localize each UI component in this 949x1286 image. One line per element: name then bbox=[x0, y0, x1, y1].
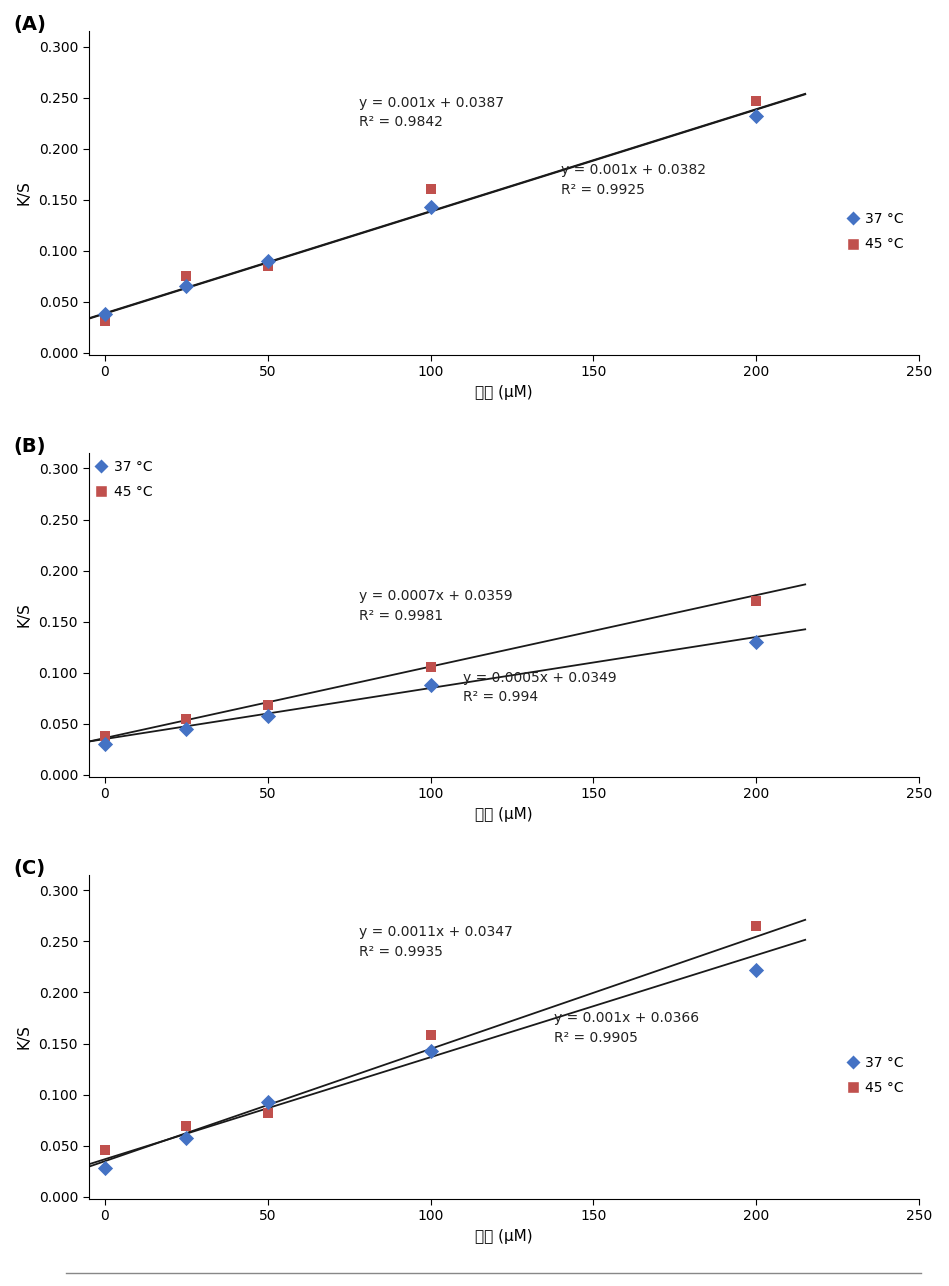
Text: y = 0.0011x + 0.0347: y = 0.0011x + 0.0347 bbox=[359, 926, 512, 939]
Text: R² = 0.9842: R² = 0.9842 bbox=[359, 116, 443, 129]
Point bbox=[423, 1040, 438, 1061]
Point bbox=[178, 1116, 194, 1137]
Point bbox=[178, 276, 194, 297]
Point bbox=[423, 197, 438, 217]
Point bbox=[260, 256, 275, 276]
Y-axis label: K/S: K/S bbox=[17, 603, 31, 628]
Point bbox=[260, 1092, 275, 1112]
Point bbox=[749, 916, 764, 936]
Y-axis label: K/S: K/S bbox=[17, 180, 31, 206]
Point bbox=[749, 590, 764, 611]
Text: y = 0.001x + 0.0387: y = 0.001x + 0.0387 bbox=[359, 96, 504, 109]
Text: R² = 0.9925: R² = 0.9925 bbox=[561, 183, 644, 197]
Point bbox=[97, 311, 112, 332]
Point bbox=[97, 734, 112, 755]
Text: R² = 0.9935: R² = 0.9935 bbox=[359, 945, 443, 959]
Point bbox=[97, 1157, 112, 1178]
Text: (A): (A) bbox=[14, 15, 47, 33]
Legend: 37 °C, 45 °C: 37 °C, 45 °C bbox=[847, 212, 904, 251]
Text: y = 0.001x + 0.0366: y = 0.001x + 0.0366 bbox=[554, 1011, 699, 1025]
Point bbox=[423, 1025, 438, 1046]
Text: y = 0.001x + 0.0382: y = 0.001x + 0.0382 bbox=[561, 163, 706, 177]
Point bbox=[97, 303, 112, 324]
Point bbox=[749, 105, 764, 126]
Point bbox=[749, 631, 764, 652]
X-axis label: 농도 (μM): 농도 (μM) bbox=[475, 806, 532, 822]
Point bbox=[178, 1128, 194, 1148]
Point bbox=[178, 266, 194, 287]
Text: R² = 0.9981: R² = 0.9981 bbox=[359, 608, 443, 622]
Text: y = 0.0007x + 0.0359: y = 0.0007x + 0.0359 bbox=[359, 589, 512, 603]
Point bbox=[260, 1102, 275, 1123]
Point bbox=[749, 90, 764, 111]
Point bbox=[423, 657, 438, 678]
Text: R² = 0.9905: R² = 0.9905 bbox=[554, 1030, 639, 1044]
Point bbox=[260, 706, 275, 727]
Point bbox=[749, 959, 764, 980]
Text: R² = 0.994: R² = 0.994 bbox=[463, 691, 538, 705]
X-axis label: 농도 (μM): 농도 (μM) bbox=[475, 1228, 532, 1244]
Point bbox=[97, 1139, 112, 1160]
Text: y = 0.0005x + 0.0349: y = 0.0005x + 0.0349 bbox=[463, 671, 617, 685]
Legend: 37 °C, 45 °C: 37 °C, 45 °C bbox=[847, 1056, 904, 1096]
Point bbox=[423, 179, 438, 199]
Text: (B): (B) bbox=[14, 437, 47, 457]
Point bbox=[178, 709, 194, 729]
Y-axis label: K/S: K/S bbox=[17, 1025, 31, 1049]
Point bbox=[97, 725, 112, 746]
Point bbox=[260, 694, 275, 715]
Point bbox=[260, 251, 275, 271]
Point bbox=[178, 719, 194, 739]
Point bbox=[423, 675, 438, 696]
Legend: 37 °C, 45 °C: 37 °C, 45 °C bbox=[96, 460, 152, 499]
Text: (C): (C) bbox=[14, 859, 46, 878]
X-axis label: 농도 (μM): 농도 (μM) bbox=[475, 385, 532, 400]
